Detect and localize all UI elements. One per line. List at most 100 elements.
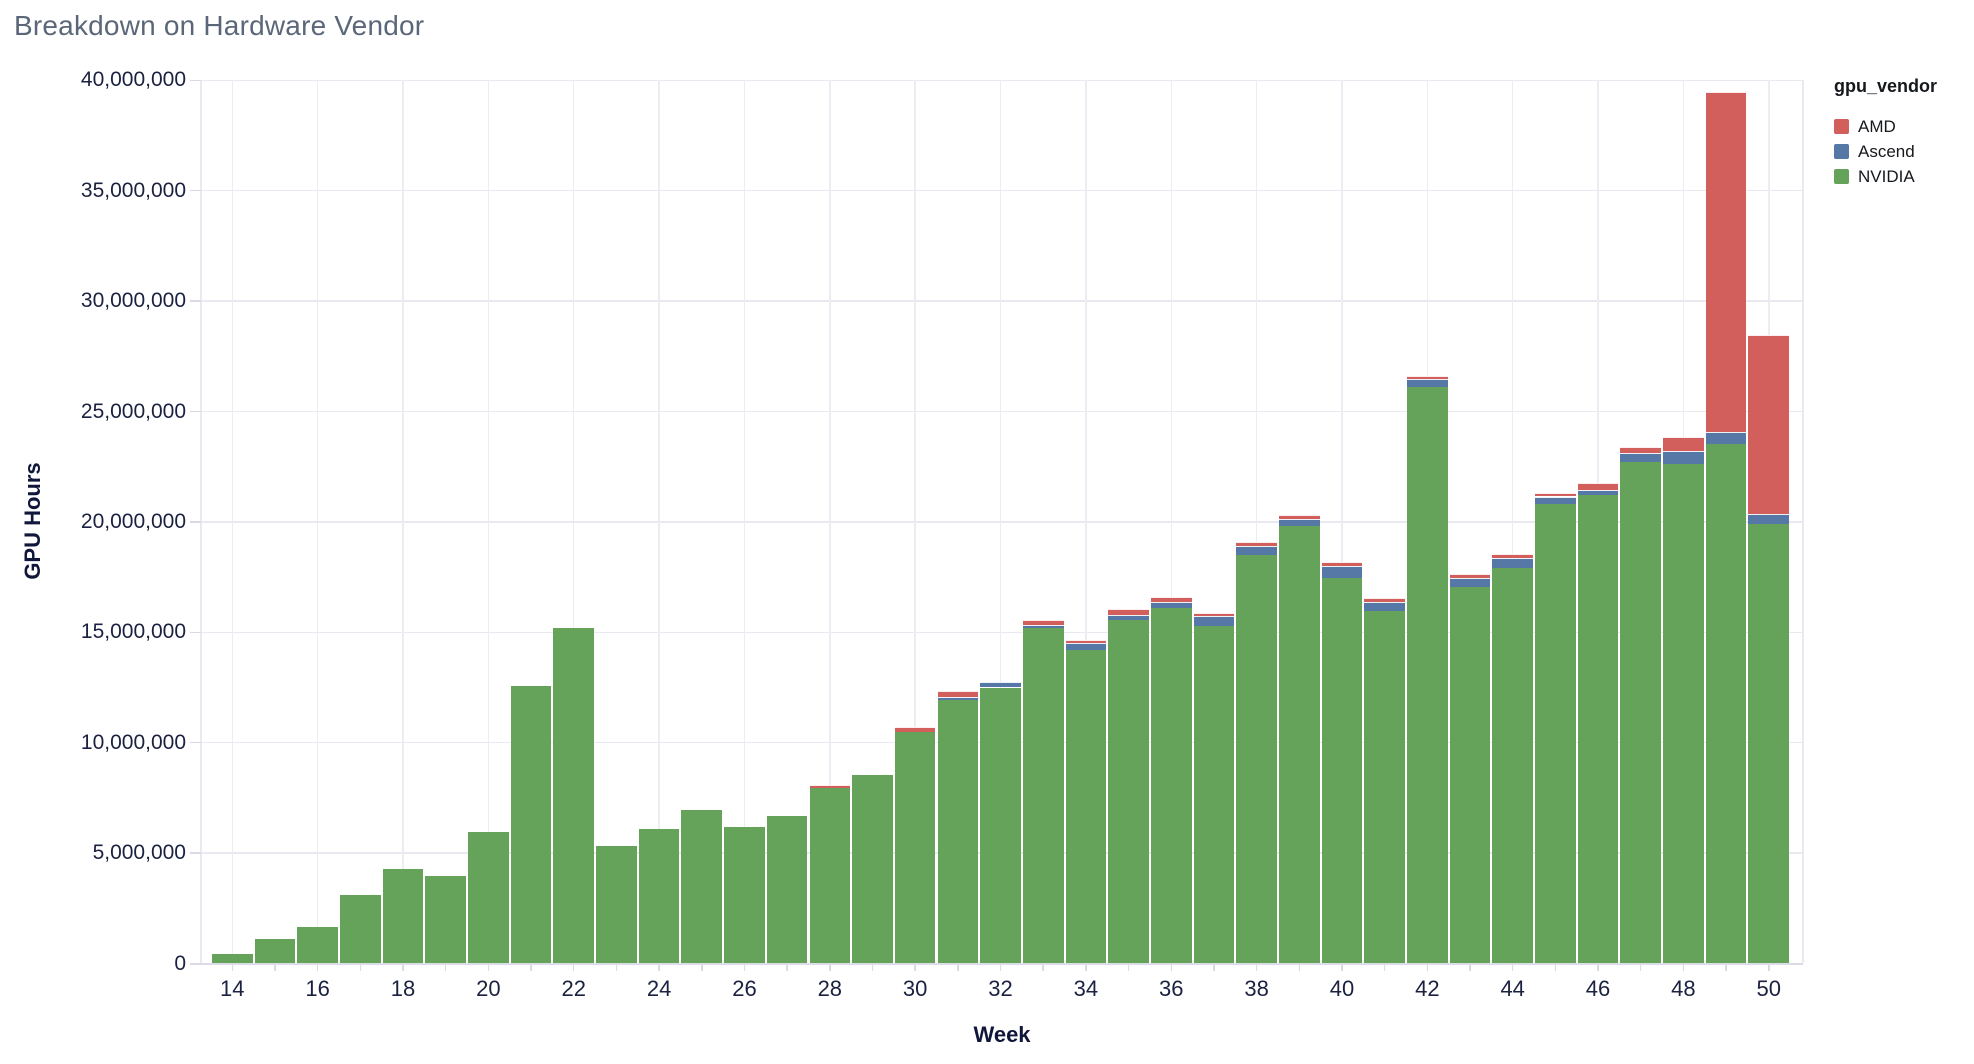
bar-segment-nvidia-week-41[interactable] [1364, 611, 1405, 964]
bar-segment-nvidia-week-15[interactable] [254, 939, 296, 964]
bar-segment-ascend-week-41[interactable] [1364, 602, 1405, 612]
legend-swatch-ascend [1834, 144, 1849, 159]
bar-segment-nvidia-week-18[interactable] [382, 868, 424, 964]
bar-segment-ascend-week-42[interactable] [1407, 379, 1448, 388]
bar-segment-ascend-week-39[interactable] [1279, 518, 1320, 527]
y-tick-mark [190, 741, 201, 744]
legend-item-ascend[interactable]: Ascend [1834, 139, 1937, 164]
bar-segment-nvidia-week-19[interactable] [425, 876, 466, 964]
bar-segment-ascend-week-43[interactable] [1449, 578, 1491, 588]
bar-segment-ascend-week-47[interactable] [1620, 453, 1662, 463]
bar-segment-amd-week-34[interactable] [1065, 640, 1107, 644]
bar-segment-ascend-week-49[interactable] [1705, 432, 1747, 444]
x-tick-mark [1469, 963, 1471, 971]
bar-segment-amd-week-40[interactable] [1321, 561, 1363, 567]
bar-segment-nvidia-week-31[interactable] [937, 699, 979, 964]
bar-segment-nvidia-week-32[interactable] [980, 687, 1021, 964]
bar-segment-amd-week-39[interactable] [1279, 515, 1320, 519]
bar-segment-nvidia-week-27[interactable] [766, 815, 808, 964]
bar-segment-amd-week-50[interactable] [1748, 335, 1790, 515]
bar-segment-amd-week-42[interactable] [1407, 376, 1448, 380]
bar-segment-amd-week-48[interactable] [1663, 436, 1704, 452]
x-tick-label: 26 [732, 975, 757, 1001]
bar-segment-nvidia-week-25[interactable] [681, 810, 723, 964]
bar-segment-nvidia-week-48[interactable] [1663, 464, 1704, 964]
y-tick-label: 20,000,000 [80, 509, 186, 533]
bar-segment-ascend-week-44[interactable] [1492, 558, 1533, 569]
bar-segment-amd-week-45[interactable] [1535, 493, 1576, 497]
bar-segment-amd-week-35[interactable] [1108, 609, 1149, 615]
bar-segment-nvidia-week-37[interactable] [1193, 625, 1235, 964]
bar-segment-nvidia-week-39[interactable] [1279, 526, 1320, 964]
x-gridline [572, 80, 575, 964]
bar-segment-ascend-week-48[interactable] [1663, 451, 1704, 465]
bar-segment-nvidia-week-38[interactable] [1236, 555, 1277, 964]
x-tick-label: 18 [390, 975, 416, 1001]
bar-segment-ascend-week-50[interactable] [1748, 514, 1790, 525]
bar-segment-amd-week-41[interactable] [1364, 598, 1405, 603]
bar-segment-amd-week-38[interactable] [1236, 541, 1277, 547]
bar-segment-amd-week-43[interactable] [1449, 574, 1491, 579]
bar-segment-nvidia-week-21[interactable] [510, 686, 552, 964]
bar-segment-amd-week-30[interactable] [894, 727, 936, 732]
y-gridline [201, 410, 1803, 413]
bar-segment-amd-week-49[interactable] [1705, 92, 1747, 433]
y-tick-mark [190, 631, 201, 634]
y-gridline [201, 189, 1803, 192]
bar-segment-ascend-week-31[interactable] [937, 696, 979, 700]
bar-segment-amd-week-47[interactable] [1620, 446, 1662, 454]
bar-segment-nvidia-week-30[interactable] [894, 731, 936, 964]
bar-segment-nvidia-week-16[interactable] [297, 927, 338, 964]
x-tick-mark [743, 963, 746, 971]
bar-segment-amd-week-28[interactable] [809, 785, 851, 788]
bar-segment-amd-week-44[interactable] [1492, 553, 1533, 559]
bar-segment-nvidia-week-47[interactable] [1620, 462, 1662, 964]
bar-segment-nvidia-week-46[interactable] [1577, 495, 1619, 964]
bar-segment-ascend-week-38[interactable] [1236, 546, 1277, 556]
legend-item-amd[interactable]: AMD [1834, 114, 1937, 139]
x-tick-mark [1383, 963, 1386, 971]
x-tick-mark [359, 963, 362, 971]
bar-segment-amd-week-33[interactable] [1022, 619, 1064, 626]
bar-segment-nvidia-week-24[interactable] [638, 828, 680, 964]
bar-segment-nvidia-week-17[interactable] [340, 895, 381, 964]
x-tick-mark [572, 963, 575, 971]
bar-segment-nvidia-week-40[interactable] [1321, 578, 1363, 964]
bar-segment-nvidia-week-23[interactable] [596, 846, 637, 964]
bar-segment-nvidia-week-28[interactable] [809, 787, 851, 964]
bar-segment-amd-week-37[interactable] [1193, 613, 1235, 616]
bar-segment-nvidia-week-29[interactable] [852, 774, 893, 964]
bar-segment-ascend-week-33[interactable] [1022, 625, 1064, 628]
bar-segment-ascend-week-37[interactable] [1193, 615, 1235, 626]
bar-segment-nvidia-week-42[interactable] [1407, 387, 1448, 964]
bar-segment-nvidia-week-20[interactable] [468, 832, 509, 964]
bar-segment-amd-week-36[interactable] [1150, 596, 1192, 603]
bar-segment-ascend-week-34[interactable] [1065, 643, 1107, 650]
bar-segment-amd-week-31[interactable] [937, 690, 979, 697]
y-tick-mark [190, 852, 201, 854]
x-tick-label: 50 [1756, 975, 1782, 1001]
bar-segment-ascend-week-46[interactable] [1577, 489, 1619, 496]
x-gridline [1511, 80, 1514, 964]
bar-segment-nvidia-week-43[interactable] [1449, 587, 1491, 964]
bar-segment-ascend-week-45[interactable] [1535, 496, 1576, 505]
bar-segment-nvidia-week-34[interactable] [1065, 649, 1107, 964]
bar-segment-ascend-week-40[interactable] [1321, 566, 1363, 579]
bar-segment-nvidia-week-26[interactable] [724, 826, 765, 964]
bar-segment-nvidia-week-44[interactable] [1492, 568, 1533, 964]
bar-segment-nvidia-week-50[interactable] [1748, 524, 1790, 964]
bar-segment-nvidia-week-36[interactable] [1150, 608, 1192, 964]
bar-segment-nvidia-week-49[interactable] [1705, 443, 1747, 964]
x-tick-mark [444, 963, 447, 971]
bar-segment-amd-week-46[interactable] [1577, 483, 1619, 490]
bar-segment-nvidia-week-35[interactable] [1108, 620, 1149, 964]
legend-item-nvidia[interactable]: NVIDIA [1834, 164, 1937, 189]
bar-segment-ascend-week-35[interactable] [1108, 614, 1149, 621]
bar-segment-nvidia-week-22[interactable] [553, 627, 595, 964]
x-tick-label: 16 [305, 975, 330, 1001]
bar-segment-nvidia-week-14[interactable] [212, 953, 253, 964]
bar-segment-ascend-week-36[interactable] [1150, 602, 1192, 608]
bar-segment-nvidia-week-33[interactable] [1022, 627, 1064, 964]
bar-segment-nvidia-week-45[interactable] [1535, 504, 1576, 964]
bar-segment-ascend-week-32[interactable] [980, 681, 1021, 688]
